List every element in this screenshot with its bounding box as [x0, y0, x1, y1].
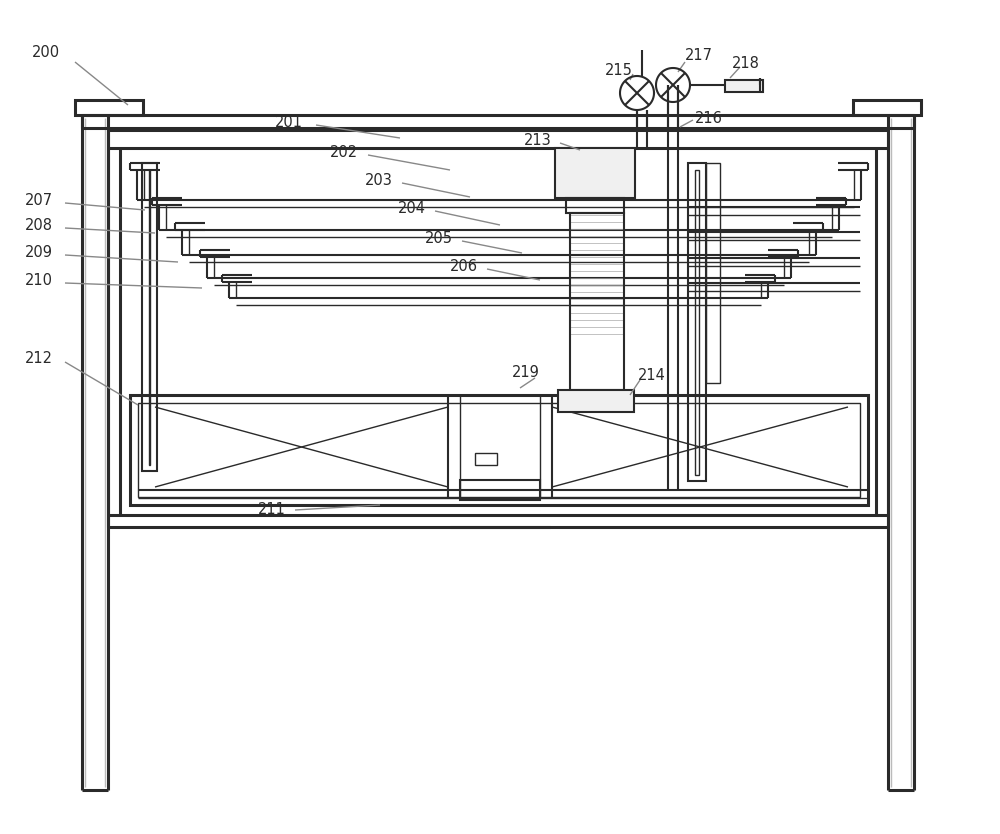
Text: 204: 204 — [398, 200, 426, 215]
Text: 202: 202 — [330, 144, 358, 159]
Text: 210: 210 — [25, 273, 53, 288]
Bar — [695, 170, 699, 475]
Bar — [688, 163, 706, 481]
Text: 214: 214 — [638, 368, 666, 383]
Text: 218: 218 — [732, 56, 760, 71]
Text: 212: 212 — [25, 350, 53, 365]
Text: 201: 201 — [275, 114, 303, 129]
Text: 200: 200 — [32, 44, 60, 59]
Text: 205: 205 — [425, 230, 453, 245]
Bar — [142, 163, 157, 471]
Text: 208: 208 — [25, 218, 53, 233]
Text: 216: 216 — [695, 110, 723, 125]
Bar — [570, 213, 624, 390]
Text: 209: 209 — [25, 244, 53, 259]
Text: 215: 215 — [605, 63, 633, 78]
Bar — [725, 80, 763, 92]
Bar — [460, 480, 540, 500]
Bar — [138, 403, 860, 497]
Text: 206: 206 — [450, 259, 478, 274]
Text: 203: 203 — [365, 173, 393, 188]
Text: 211: 211 — [258, 503, 286, 518]
Text: 207: 207 — [25, 193, 53, 208]
Bar — [555, 148, 635, 198]
Bar — [130, 395, 868, 505]
Bar — [75, 100, 143, 115]
Bar — [566, 198, 624, 213]
Bar — [853, 100, 921, 115]
Bar — [475, 453, 497, 465]
Bar — [558, 390, 634, 412]
Text: 213: 213 — [524, 133, 552, 148]
Bar — [149, 170, 150, 465]
Bar — [706, 163, 720, 383]
Text: 219: 219 — [512, 364, 540, 379]
Text: 217: 217 — [685, 48, 713, 63]
